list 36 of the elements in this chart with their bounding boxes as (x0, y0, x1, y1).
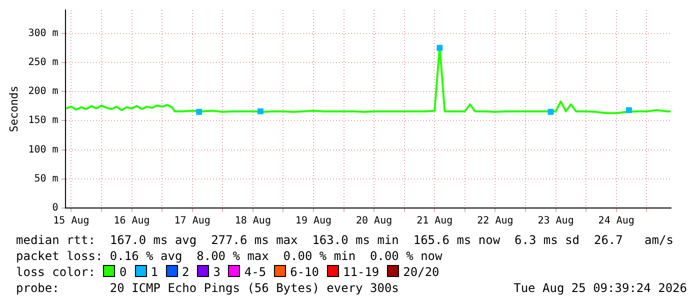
point (258, 108, 264, 114)
x-tick-label: 22 Aug (477, 216, 514, 227)
y-tick-label: 0 (52, 202, 58, 214)
y-axis-title: Seconds (7, 86, 20, 132)
text: Tue Aug 25 09:39:24 2026 (514, 280, 687, 296)
legend-label: 1 (150, 265, 158, 279)
legend-label: 0 (119, 265, 127, 279)
legend-label: 6-10 (290, 265, 320, 279)
x-tick-label: 20 Aug (356, 216, 392, 227)
x-tick-label: 18 Aug (234, 216, 271, 227)
legend-label: 11-19 (343, 265, 380, 279)
x-tick-label: 17 Aug (174, 216, 210, 227)
y-tick-label: 100 m (28, 144, 58, 156)
legend-label: 2 (182, 265, 190, 279)
point (436, 44, 443, 51)
y-tick-label: 150 m (28, 115, 58, 126)
legend-label: 3 (213, 265, 220, 279)
text: probe: 20 ICMP Echo Pings (56 Bytes) every 300s (16, 281, 399, 295)
legend-label: 4-5 (244, 265, 266, 279)
x-tick-label: 15 Aug (53, 216, 90, 227)
y-tick-label: 300 m (28, 28, 58, 39)
x-tick-label: 19 Aug (295, 216, 332, 227)
text: packet loss: 0.16 % avg 8.00 % max 0.00 % min 0.00 % now (16, 248, 444, 264)
y-tick-label: 250 m (28, 57, 58, 68)
x-tick-label: 21 Aug (416, 216, 453, 227)
y-tick-label: 200 m (28, 86, 58, 98)
text: median rtt: 167.0 ms avg 277.6 ms max 163.0 ms min 165.6 ms now 6.3 ms sd 26.7 am/s (16, 232, 674, 248)
point (626, 107, 632, 114)
point (196, 108, 202, 115)
legend-title: loss color: (16, 265, 96, 279)
y-tick-label: 50 m (34, 173, 58, 184)
x-tick-label: 16 Aug (114, 216, 150, 227)
x-tick-label: 24 Aug (598, 216, 634, 227)
point (548, 108, 554, 115)
x-tick-label: 23 Aug (538, 216, 574, 227)
legend-label: 20/20 (403, 265, 440, 279)
